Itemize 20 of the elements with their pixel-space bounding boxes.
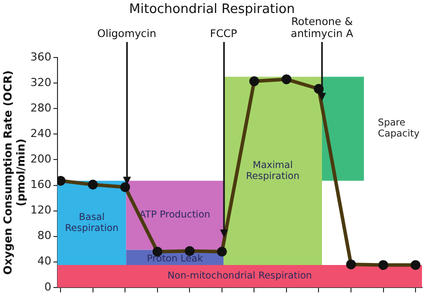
y-tick-label: 40 (37, 254, 52, 268)
y-tick-label: 0 (44, 280, 52, 294)
y-tick-label: 200 (30, 152, 52, 166)
band-label: Spare Capacity (378, 118, 420, 140)
text: Oligomycin (97, 28, 156, 40)
y-tick-label: 120 (30, 204, 52, 217)
band-label: Basal Respiration (64, 212, 119, 234)
band-label: Maximal Respiration (246, 160, 300, 182)
text: Rotenone & antimycin A (290, 16, 354, 40)
y-tick-label: 320 (30, 76, 52, 89)
y-tick-label: 280 (30, 102, 52, 115)
band-label: Proton Leak (146, 254, 204, 265)
text: FCCP (210, 28, 238, 40)
chart-title: Mitochondrial Respiration (129, 2, 295, 18)
y-tick-label: 160 (30, 178, 52, 192)
y-tick-label: 360 (30, 50, 52, 64)
band-label: Non-mitochondrial Respiration (167, 270, 312, 282)
y-tick-label: 240 (30, 127, 52, 140)
y-axis-title: Oxygen Consumption Rate (OCR) (pmol/min) (1, 70, 28, 275)
y-tick-label: 80 (37, 229, 52, 242)
